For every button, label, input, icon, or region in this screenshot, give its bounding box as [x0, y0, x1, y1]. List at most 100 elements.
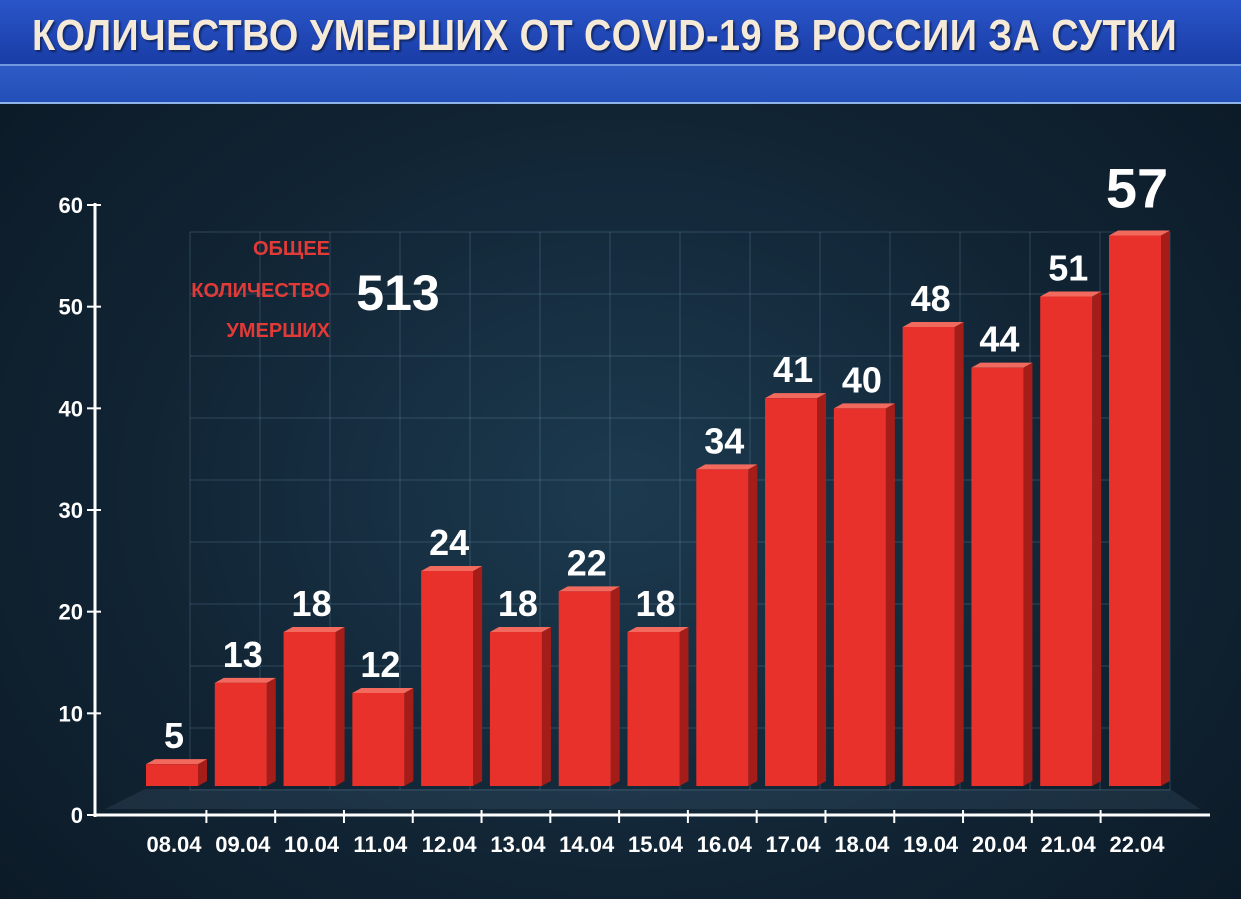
bar-value-label: 5	[164, 715, 184, 756]
y-tick-label: 60	[59, 193, 83, 218]
bar-value-label: 44	[979, 319, 1019, 360]
bar-side	[748, 464, 758, 786]
total-deaths-value: 513	[356, 265, 439, 321]
bar-front	[146, 764, 198, 786]
bar-value-label: 51	[1048, 248, 1088, 289]
x-tick-label: 16.04	[697, 832, 753, 857]
bar-side	[679, 627, 689, 786]
title-stripe	[0, 64, 1241, 102]
bar-top	[1040, 291, 1102, 297]
x-axis-labels: 08.04 09.04 10.04 11.04 12.04 13.04 14.04 15.04…	[146, 832, 1165, 857]
bar-top	[627, 627, 689, 632]
bar-front	[1040, 296, 1093, 786]
bar-side	[885, 403, 895, 786]
bar-side	[1161, 230, 1170, 786]
bar-top	[1109, 230, 1170, 236]
annotation-line-3: УМЕРШИХ	[226, 320, 330, 342]
bar-value-label: 18	[292, 583, 332, 624]
x-tick-label: 20.04	[972, 832, 1028, 857]
x-tick-label: 19.04	[903, 832, 959, 857]
bar-front	[352, 693, 405, 786]
x-tick-label: 11.04	[353, 832, 408, 857]
bar-value-label: 13	[223, 634, 263, 675]
bar-top	[558, 586, 620, 592]
bar-value-label: 41	[773, 349, 813, 390]
bar-value-label: 57	[1106, 157, 1168, 220]
bar-front	[971, 367, 1024, 786]
x-tick-label: 12.04	[422, 832, 478, 857]
bar-value-label: 18	[498, 583, 538, 624]
bar-side	[541, 627, 551, 786]
bar-front	[627, 632, 680, 786]
bar-15.04: 18	[627, 583, 689, 786]
bar-side	[817, 393, 827, 786]
bar-front	[1109, 235, 1161, 786]
bar-front	[696, 469, 749, 786]
annotation-line-2: КОЛИЧЕСТВО	[191, 280, 330, 302]
bar-11.04: 12	[352, 644, 414, 786]
bar-value-label: 40	[842, 359, 882, 400]
bar-top	[696, 464, 758, 470]
x-tick-label: 15.04	[628, 832, 684, 857]
bar-13.04: 18	[489, 583, 551, 786]
bar-front	[489, 632, 542, 786]
bar-side	[404, 688, 414, 786]
bar-value-label: 34	[704, 420, 744, 461]
y-tick-label: 0	[71, 803, 83, 828]
bar-18.04: 40	[833, 359, 895, 786]
bar-10.04: 18	[283, 583, 345, 786]
bar-top	[765, 393, 827, 399]
x-tick-label: 10.04	[284, 832, 340, 857]
bar-top	[146, 759, 207, 765]
x-tick-label: 18.04	[834, 832, 890, 857]
bar-20.04: 44	[971, 319, 1033, 786]
bar-front	[765, 398, 818, 786]
y-tick-label: 40	[59, 396, 83, 421]
bar-top	[902, 322, 964, 327]
bar-top	[283, 627, 345, 632]
bar-14.04: 22	[558, 542, 620, 786]
bar-side	[473, 566, 483, 786]
bar-side	[266, 677, 276, 786]
bar-top	[421, 566, 483, 571]
bar-12.04: 24	[421, 522, 483, 786]
bar-side	[1023, 362, 1033, 786]
x-tick-label: 09.04	[215, 832, 271, 857]
bar-top	[489, 627, 551, 632]
y-tick-label: 10	[59, 701, 83, 726]
x-tick-label: 22.04	[1109, 832, 1165, 857]
bar-side	[954, 322, 964, 786]
bar-front	[421, 571, 474, 786]
y-tick-label: 30	[59, 498, 83, 523]
bar-08.04: 5	[146, 715, 207, 786]
y-tick-label: 20	[59, 600, 83, 625]
bar-front	[902, 327, 955, 786]
x-tick-label: 21.04	[1041, 832, 1097, 857]
total-annotation: ОБЩЕЕ КОЛИЧЕСТВО УМЕРШИХ 513	[191, 238, 439, 342]
chart-title: КОЛИЧЕСТВО УМЕРШИХ ОТ COVID-19 В РОССИИ …	[32, 11, 1178, 60]
bar-value-label: 22	[567, 542, 607, 583]
bar-top	[214, 677, 276, 683]
bar-front	[214, 682, 267, 786]
chart-axes: 0 10 20 30 40 50 60	[59, 193, 1210, 828]
x-tick-label: 14.04	[559, 832, 615, 857]
title-bar: КОЛИЧЕСТВО УМЕРШИХ ОТ COVID-19 В РОССИИ …	[0, 0, 1241, 104]
bar-16.04: 34	[696, 420, 758, 786]
x-tick-label: 13.04	[490, 832, 546, 857]
bar-front	[558, 591, 611, 786]
bar-value-label: 24	[429, 522, 469, 563]
x-tick-label: 17.04	[766, 832, 822, 857]
bar-front	[833, 408, 886, 786]
bar-21.04: 51	[1040, 248, 1102, 786]
bar-19.04: 48	[902, 278, 964, 786]
bar-09.04: 13	[214, 634, 276, 786]
bar-value-label: 12	[360, 644, 400, 685]
bar-front	[283, 632, 336, 786]
annotation-line-1: ОБЩЕЕ	[253, 238, 330, 260]
bar-side	[610, 586, 620, 786]
bar-value-label: 18	[635, 583, 675, 624]
bar-side	[1092, 291, 1102, 786]
bar-side	[335, 627, 345, 786]
bar-22.04: 57	[1106, 157, 1170, 786]
